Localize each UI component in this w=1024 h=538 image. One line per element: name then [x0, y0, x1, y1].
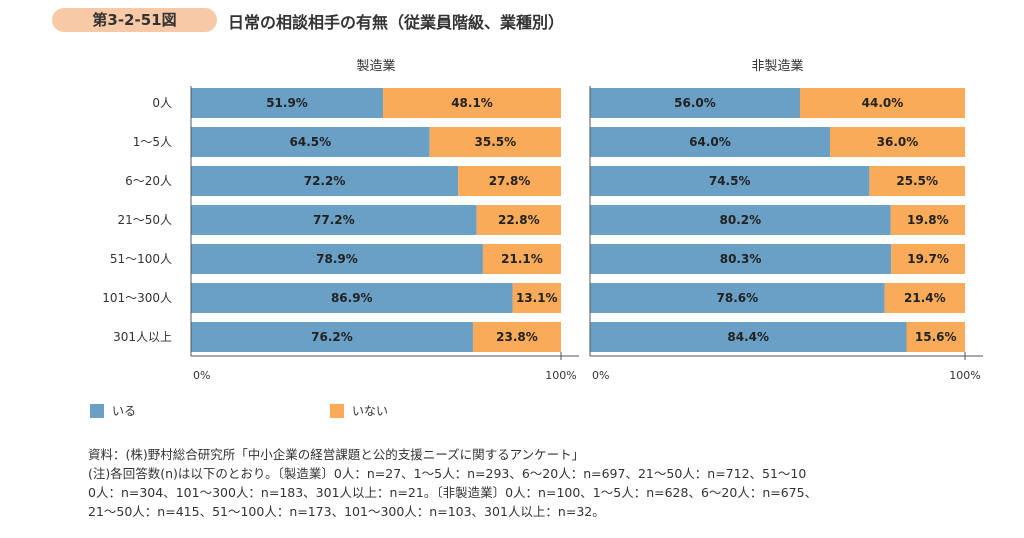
bar-segment: [590, 166, 870, 196]
category-label: 1～5人: [133, 135, 172, 149]
tick-label: 100%: [545, 369, 576, 382]
bar-segment: [590, 127, 830, 157]
data-label: 80.3%: [720, 252, 762, 266]
bar-segment: [830, 127, 965, 157]
data-label: 35.5%: [475, 135, 517, 149]
bar-segment: [884, 283, 965, 313]
panel-title: 製造業: [356, 58, 395, 74]
bar-segment: [590, 205, 891, 235]
legend-label: いない: [352, 404, 389, 418]
bar-segment: [869, 166, 965, 196]
bar-segment: [191, 88, 384, 118]
data-label: 78.6%: [717, 291, 759, 305]
tick-label: 0%: [193, 369, 210, 382]
data-label: 51.9%: [266, 96, 308, 110]
data-label: 44.0%: [862, 96, 904, 110]
data-label: 15.6%: [915, 330, 957, 344]
category-label: 301人以上: [113, 330, 172, 344]
note-line: 0人：n=304、101～300人：n=183、301人以上：n=21。〔非製造…: [88, 485, 818, 500]
data-label: 21.1%: [501, 252, 543, 266]
data-label: 56.0%: [674, 96, 716, 110]
note-line: (注)各回答数(n)は以下のとおり。〔製造業〕0人：n=27、1～5人：n=29…: [88, 466, 807, 481]
category-label: 21～50人: [117, 213, 172, 227]
bar-segment: [458, 166, 561, 196]
category-label: 6～20人: [125, 174, 172, 188]
bar-segment: [191, 244, 483, 274]
legend-swatch-yes: [90, 403, 104, 418]
data-label: 84.4%: [727, 330, 769, 344]
bar-segment: [512, 283, 561, 313]
legend-item-no: いない: [330, 402, 388, 419]
bar-segment: [472, 322, 561, 352]
chart-title: 日常の相談相手の有無（従業員階級、業種別）: [228, 13, 565, 32]
tick-label: 100%: [949, 369, 980, 382]
data-label: 25.5%: [896, 174, 938, 188]
data-label: 74.5%: [709, 174, 751, 188]
category-label: 101～300人: [102, 291, 172, 305]
data-label: 72.2%: [304, 174, 346, 188]
legend-swatch-no: [330, 403, 344, 418]
data-label: 48.1%: [451, 96, 493, 110]
bar-segment: [590, 283, 885, 313]
data-label: 78.9%: [316, 252, 358, 266]
data-label: 86.9%: [331, 291, 373, 305]
data-label: 19.8%: [907, 213, 949, 227]
bar-segment: [590, 322, 907, 352]
data-label: 64.0%: [689, 135, 731, 149]
figure-number: 第3-2-51図: [52, 8, 217, 32]
category-label: 51～100人: [110, 252, 172, 266]
tick-label: 0%: [592, 369, 609, 382]
bar-segment: [383, 88, 561, 118]
bar-segment: [800, 88, 965, 118]
panel-title: 非製造業: [751, 58, 803, 74]
bar-segment: [590, 88, 800, 118]
bar-segment: [890, 205, 965, 235]
note-line: 21～50人：n=415、51～100人：n=173、101～300人：n=10…: [88, 504, 605, 519]
data-label: 77.2%: [313, 213, 355, 227]
bar-segment: [191, 166, 459, 196]
bar-segment: [191, 205, 477, 235]
legend-item-yes: いる: [90, 402, 136, 419]
data-label: 19.7%: [907, 252, 949, 266]
notes: 資料：(株)野村総合研究所「中小企業の経営課題と公的支援ニーズに関するアンケート…: [88, 445, 817, 521]
bar-segment: [906, 322, 965, 352]
legend-label: いる: [112, 404, 137, 418]
data-label: 13.1%: [516, 291, 558, 305]
bar-segment: [590, 244, 892, 274]
bar-segment: [191, 283, 513, 313]
bar-segment: [891, 244, 965, 274]
data-label: 80.2%: [720, 213, 762, 227]
bar-segment: [191, 322, 473, 352]
bar-segment: [476, 205, 561, 235]
data-label: 76.2%: [311, 330, 353, 344]
data-label: 22.8%: [498, 213, 540, 227]
data-label: 64.5%: [290, 135, 332, 149]
category-label: 0人: [152, 96, 172, 110]
bar-segment: [482, 244, 561, 274]
bar-segment: [429, 127, 561, 157]
data-label: 23.8%: [496, 330, 538, 344]
data-label: 27.8%: [489, 174, 531, 188]
bar-segment: [191, 127, 430, 157]
source-note: 資料：(株)野村総合研究所「中小企業の経営課題と公的支援ニーズに関するアンケート…: [88, 447, 585, 462]
chart: 製造業 0人 51.9% 48.1% 1～5人 64.5% 35.5% 6～20人 72.2% 2…: [102, 58, 983, 382]
data-label: 36.0%: [877, 135, 919, 149]
data-label: 21.4%: [904, 291, 946, 305]
